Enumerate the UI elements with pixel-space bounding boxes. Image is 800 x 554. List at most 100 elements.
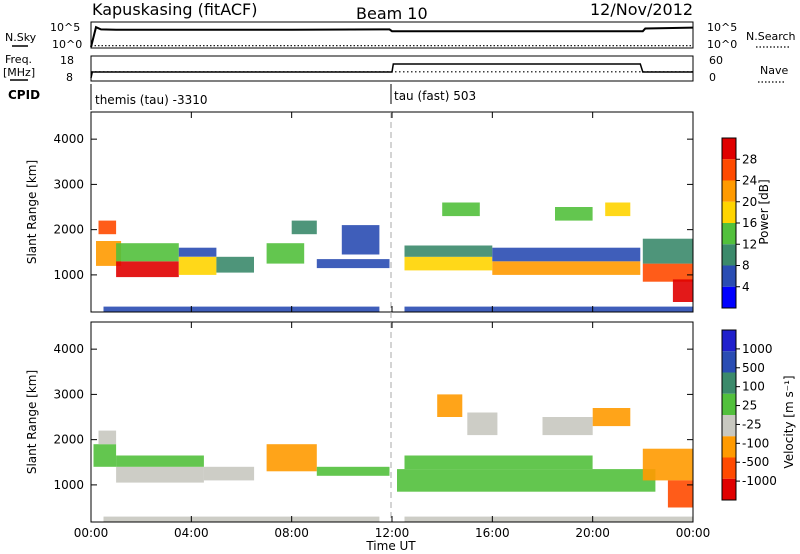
power-ytick-label: 1000 <box>53 268 84 282</box>
power-colorbar-label: 12 <box>742 237 757 251</box>
x-tick-label: 16:00 <box>475 526 510 540</box>
velocity-cell <box>397 469 656 492</box>
velocity-colorbar-swatch <box>722 457 736 479</box>
freq-series-line <box>90 63 693 79</box>
power-cell <box>605 202 631 217</box>
power-cell <box>316 259 390 269</box>
power-cell <box>642 263 693 282</box>
power-cell <box>216 256 254 273</box>
x-axis-label: Time UT <box>365 539 416 553</box>
power-cell <box>103 306 380 312</box>
power-cell <box>672 279 693 302</box>
velocity-ylabel: Slant Range [km] <box>25 370 39 474</box>
velocity-ytick-label: 1000 <box>53 478 84 492</box>
x-tick-label: 00:00 <box>676 526 711 540</box>
velocity-cell <box>116 455 204 467</box>
velocity-colorbar-label: 1000 <box>742 342 773 356</box>
velocity-colorbar-frame <box>721 329 737 501</box>
power-colorbar-label: 16 <box>742 216 757 230</box>
nsky-label: N.Sky <box>5 31 37 44</box>
power-colorbar-swatch <box>722 138 736 160</box>
nsky-tick-bottom: 10^0 <box>52 38 82 51</box>
time-axis: 00:00 04:00 08:00 12:00 16:00 20:00 00:00 <box>74 112 711 540</box>
nave-tick-top: 60 <box>709 54 723 67</box>
freq-tick-top: 18 <box>60 54 74 67</box>
velocity-colorbar-label: Velocity [m s⁻¹] <box>782 375 796 468</box>
velocity-colorbar-swatch <box>722 436 736 458</box>
cpid-program-2: tau (fast) 503 <box>394 89 476 103</box>
nave-label: Nave <box>760 64 788 77</box>
velocity-colorbar-label: 500 <box>742 361 765 375</box>
power-cell <box>442 202 480 217</box>
nsearch-tick-bottom: 10^0 <box>707 38 737 51</box>
velocity-ytick-label: 2000 <box>53 433 84 447</box>
cpid-program-1: themis (tau) -3310 <box>95 93 208 107</box>
power-cell <box>178 256 217 275</box>
date-title: 12/Nov/2012 <box>590 0 693 19</box>
power-cell <box>404 256 493 271</box>
radar-title: Kapuskasing (fitACF) <box>92 0 257 19</box>
velocity-colorbar-swatch <box>722 372 736 394</box>
power-colorbar-label: 8 <box>742 259 750 273</box>
velocity-cell <box>542 417 593 436</box>
power-cell <box>555 207 593 221</box>
velocity-cell <box>116 466 204 483</box>
velocity-cell <box>404 516 693 522</box>
velocity-colorbar-swatch <box>722 478 736 501</box>
power-colorbar-swatch <box>722 180 736 202</box>
x-tick-label: 08:00 <box>274 526 309 540</box>
power-colorbar-swatch <box>722 201 736 224</box>
cpid-panel: CPID themis (tau) -3310 tau (fast) 503 <box>8 84 476 110</box>
power-colorbar-swatch <box>722 265 736 287</box>
velocity-cell <box>467 412 498 436</box>
beam-title: Beam 10 <box>356 4 428 23</box>
power-colorbar-swatch <box>722 244 736 266</box>
velocity-colorbar-label: -100 <box>742 436 769 450</box>
velocity-cell <box>316 466 390 476</box>
velocity-ytick-label: 3000 <box>53 387 84 401</box>
power-cell <box>98 220 117 235</box>
velocity-colorbar-label: 25 <box>742 399 757 413</box>
power-colorbar-label: 28 <box>742 152 757 166</box>
power-colorbar-label: 20 <box>742 195 757 209</box>
power-colorbar-label: Power [dB] <box>757 179 771 244</box>
freq-label: Freq. <box>5 53 32 66</box>
velocity-colorbar-swatch <box>722 351 736 373</box>
nsearch-tick-top: 10^5 <box>707 21 737 34</box>
power-cell <box>178 247 217 257</box>
freq-tick-bottom: 8 <box>66 71 73 84</box>
power-colorbar-swatch <box>722 159 736 181</box>
power-cell <box>266 243 305 264</box>
power-cell <box>341 225 380 255</box>
power-ylabel: Slant Range [km] <box>25 160 39 264</box>
power-cell <box>404 245 493 257</box>
velocity-colorbar-swatch <box>722 393 736 416</box>
power-colorbar-label: 4 <box>742 280 750 294</box>
velocity-colorbar-label: -25 <box>742 417 762 431</box>
velocity-ytick-label: 4000 <box>53 342 84 356</box>
power-cell <box>116 261 179 278</box>
nave-tick-bottom: 0 <box>709 71 716 84</box>
velocity-cell <box>98 430 117 445</box>
velocity-colorbar-label: -1000 <box>742 474 777 488</box>
nsky-tick-top: 10^5 <box>50 21 80 34</box>
freq-unit-label: [MHz] <box>3 66 35 79</box>
velocity-cell <box>93 444 117 467</box>
power-ytick-label: 3000 <box>53 177 84 191</box>
nsky-panel: N.Sky 10^5 10^0 10^5 10^0 N.Search <box>5 21 796 51</box>
velocity-cell <box>592 408 631 427</box>
nsky-series-line <box>90 25 694 48</box>
velocity-colorbar-label: 100 <box>742 380 765 394</box>
velocity-cell <box>103 516 380 522</box>
power-panel: Slant Range [km] 4000 3000 2000 1000 28 24 20… <box>25 111 771 313</box>
power-cell <box>642 238 693 264</box>
power-ytick-label: 4000 <box>53 132 84 146</box>
power-ytick-label: 2000 <box>53 223 84 237</box>
power-colorbar-swatch <box>722 286 736 309</box>
velocity-panel: Slant Range [km] 4000 3000 2000 1000 1000 50… <box>25 321 796 523</box>
x-tick-label: 00:00 <box>74 526 109 540</box>
velocity-colorbar-swatch <box>722 415 736 437</box>
power-colorbar-swatch <box>722 223 736 245</box>
power-colorbar-label: 24 <box>742 174 757 188</box>
